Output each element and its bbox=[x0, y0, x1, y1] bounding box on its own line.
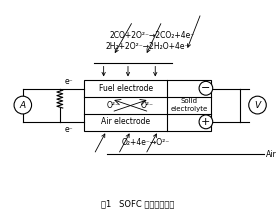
Text: Air: Air bbox=[266, 150, 277, 159]
Text: V: V bbox=[255, 101, 261, 110]
Text: A: A bbox=[20, 101, 26, 110]
Text: Air electrode: Air electrode bbox=[101, 117, 151, 126]
Text: Solid
electrolyte: Solid electrolyte bbox=[171, 98, 208, 112]
Text: e⁻: e⁻ bbox=[65, 77, 73, 86]
Text: +: + bbox=[201, 117, 211, 127]
Bar bbox=[84, 80, 211, 131]
Circle shape bbox=[14, 96, 32, 114]
Text: −: − bbox=[201, 83, 211, 93]
Text: e⁻: e⁻ bbox=[65, 125, 73, 134]
Text: Fuel electrode: Fuel electrode bbox=[99, 84, 153, 93]
Circle shape bbox=[199, 115, 213, 129]
Text: 2H₂+2O²⁻→2H₂O+4e⁻: 2H₂+2O²⁻→2H₂O+4e⁻ bbox=[106, 42, 189, 51]
Text: O₂+4e⁻→O²⁻: O₂+4e⁻→O²⁻ bbox=[122, 138, 170, 147]
Circle shape bbox=[249, 96, 266, 114]
Text: O²⁻: O²⁻ bbox=[107, 101, 120, 110]
Text: O²⁻: O²⁻ bbox=[141, 101, 154, 110]
Text: 2CO+2O²⁻→2CO₂+4e⁻: 2CO+2O²⁻→2CO₂+4e⁻ bbox=[110, 31, 195, 40]
Circle shape bbox=[199, 81, 213, 95]
Text: 图1   SOFC 的工作原理图: 图1 SOFC 的工作原理图 bbox=[101, 199, 174, 208]
